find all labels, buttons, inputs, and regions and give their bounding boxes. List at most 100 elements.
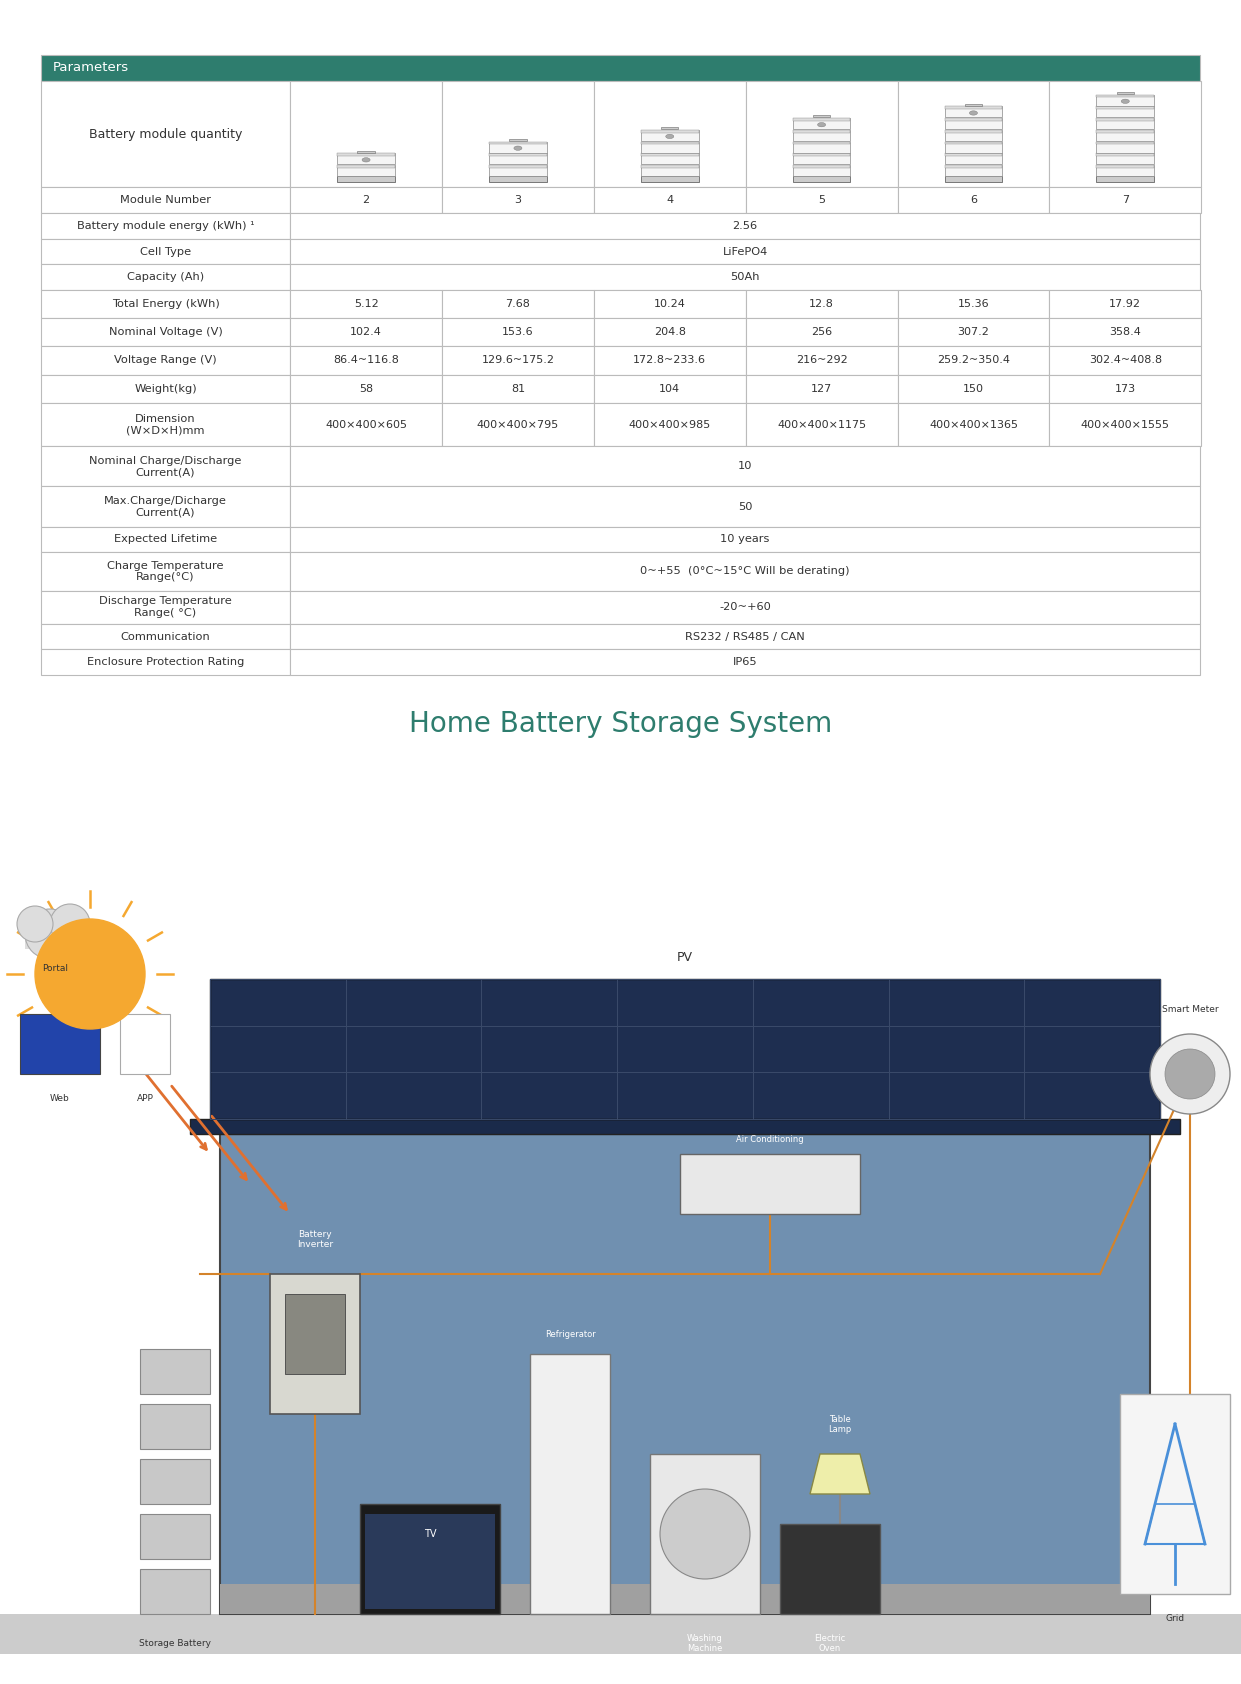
Bar bbox=[41, 650, 290, 675]
Bar bbox=[1097, 106, 1154, 109]
Bar bbox=[41, 623, 290, 650]
Bar bbox=[944, 153, 1003, 165]
Bar bbox=[290, 376, 442, 402]
Bar bbox=[746, 81, 897, 187]
Bar bbox=[271, 1275, 360, 1415]
Bar bbox=[594, 290, 746, 318]
Text: Voltage Range (V): Voltage Range (V) bbox=[114, 355, 217, 365]
Bar bbox=[285, 1293, 345, 1374]
Bar bbox=[640, 130, 699, 133]
Bar bbox=[442, 290, 594, 318]
Bar bbox=[442, 345, 594, 376]
Bar bbox=[680, 1154, 860, 1214]
Bar bbox=[1050, 402, 1201, 446]
Bar bbox=[338, 165, 395, 177]
Bar bbox=[290, 446, 1200, 487]
Circle shape bbox=[1150, 1034, 1230, 1115]
Text: Table
Lamp: Table Lamp bbox=[829, 1415, 851, 1435]
Text: 302.4~408.8: 302.4~408.8 bbox=[1088, 355, 1162, 365]
Text: Washing
Machine: Washing Machine bbox=[688, 1633, 722, 1654]
Text: Web: Web bbox=[50, 1095, 69, 1103]
Text: 358.4: 358.4 bbox=[1109, 327, 1142, 337]
Bar bbox=[1097, 153, 1154, 165]
Bar bbox=[594, 187, 746, 214]
Bar bbox=[746, 187, 897, 214]
Text: Electric
Oven: Electric Oven bbox=[814, 1633, 845, 1654]
Bar bbox=[640, 130, 699, 141]
Text: Battery module energy (kWh) ¹: Battery module energy (kWh) ¹ bbox=[77, 221, 254, 231]
Bar bbox=[897, 402, 1050, 446]
Bar bbox=[944, 153, 1003, 157]
Bar bbox=[1097, 130, 1154, 133]
Bar bbox=[290, 187, 442, 214]
Bar bbox=[41, 81, 290, 187]
Text: 2: 2 bbox=[362, 195, 370, 205]
Text: 102.4: 102.4 bbox=[350, 327, 382, 337]
Text: 104: 104 bbox=[659, 384, 680, 394]
Text: 129.6~175.2: 129.6~175.2 bbox=[482, 355, 555, 365]
Text: Smart Meter: Smart Meter bbox=[1162, 1005, 1219, 1014]
Bar bbox=[594, 318, 746, 345]
Text: TV: TV bbox=[423, 1529, 437, 1539]
Text: 86.4~116.8: 86.4~116.8 bbox=[333, 355, 400, 365]
Bar bbox=[1097, 165, 1154, 177]
Bar bbox=[489, 141, 547, 145]
Bar bbox=[594, 345, 746, 376]
Text: 5: 5 bbox=[818, 195, 825, 205]
Bar bbox=[290, 650, 1200, 675]
Bar bbox=[1097, 118, 1154, 121]
Text: Enclosure Protection Rating: Enclosure Protection Rating bbox=[87, 657, 244, 667]
Bar bbox=[640, 141, 699, 145]
Bar bbox=[290, 214, 1200, 239]
Bar bbox=[1097, 165, 1154, 168]
Bar bbox=[140, 1349, 210, 1394]
Text: 10 years: 10 years bbox=[721, 534, 769, 544]
Circle shape bbox=[362, 158, 370, 162]
Bar bbox=[489, 177, 547, 182]
Text: Max.Charge/Dicharge
Current(A): Max.Charge/Dicharge Current(A) bbox=[104, 495, 227, 517]
Text: RS232 / RS485 / CAN: RS232 / RS485 / CAN bbox=[685, 632, 805, 642]
Circle shape bbox=[50, 904, 91, 945]
Bar bbox=[793, 141, 850, 153]
Text: 400×400×1175: 400×400×1175 bbox=[777, 419, 866, 429]
Bar bbox=[290, 527, 1200, 552]
Text: PV: PV bbox=[678, 951, 692, 963]
Text: Parameters: Parameters bbox=[52, 61, 129, 74]
Bar bbox=[640, 165, 699, 168]
Polygon shape bbox=[810, 1453, 870, 1494]
Bar bbox=[290, 345, 442, 376]
Text: 12.8: 12.8 bbox=[809, 298, 834, 308]
Bar bbox=[944, 118, 1003, 121]
Bar bbox=[41, 187, 290, 214]
Bar bbox=[338, 153, 395, 157]
Circle shape bbox=[665, 135, 674, 138]
Bar bbox=[1097, 94, 1154, 98]
Bar bbox=[360, 1504, 500, 1613]
Bar bbox=[120, 1014, 170, 1074]
Bar bbox=[530, 1354, 611, 1613]
Bar bbox=[489, 153, 547, 157]
Text: 400×400×1365: 400×400×1365 bbox=[930, 419, 1018, 429]
Text: 5.12: 5.12 bbox=[354, 298, 379, 308]
Bar bbox=[793, 165, 850, 168]
Text: 58: 58 bbox=[359, 384, 374, 394]
Bar bbox=[290, 591, 1200, 623]
Bar bbox=[746, 345, 897, 376]
Bar bbox=[41, 214, 290, 239]
Bar bbox=[1050, 376, 1201, 402]
Text: Air Conditioning: Air Conditioning bbox=[736, 1135, 804, 1143]
Bar bbox=[640, 153, 699, 157]
Bar bbox=[640, 153, 699, 165]
Text: Cell Type: Cell Type bbox=[140, 246, 191, 256]
Bar bbox=[746, 318, 897, 345]
Bar bbox=[944, 141, 1003, 145]
Circle shape bbox=[1122, 99, 1129, 103]
Bar bbox=[897, 290, 1050, 318]
Text: Nominal Charge/Discharge
Current(A): Nominal Charge/Discharge Current(A) bbox=[89, 456, 242, 477]
Text: 216~292: 216~292 bbox=[795, 355, 848, 365]
Text: Communication: Communication bbox=[120, 632, 211, 642]
Bar bbox=[338, 177, 395, 182]
Text: 10.24: 10.24 bbox=[654, 298, 686, 308]
Text: 6: 6 bbox=[970, 195, 977, 205]
Bar bbox=[640, 165, 699, 177]
